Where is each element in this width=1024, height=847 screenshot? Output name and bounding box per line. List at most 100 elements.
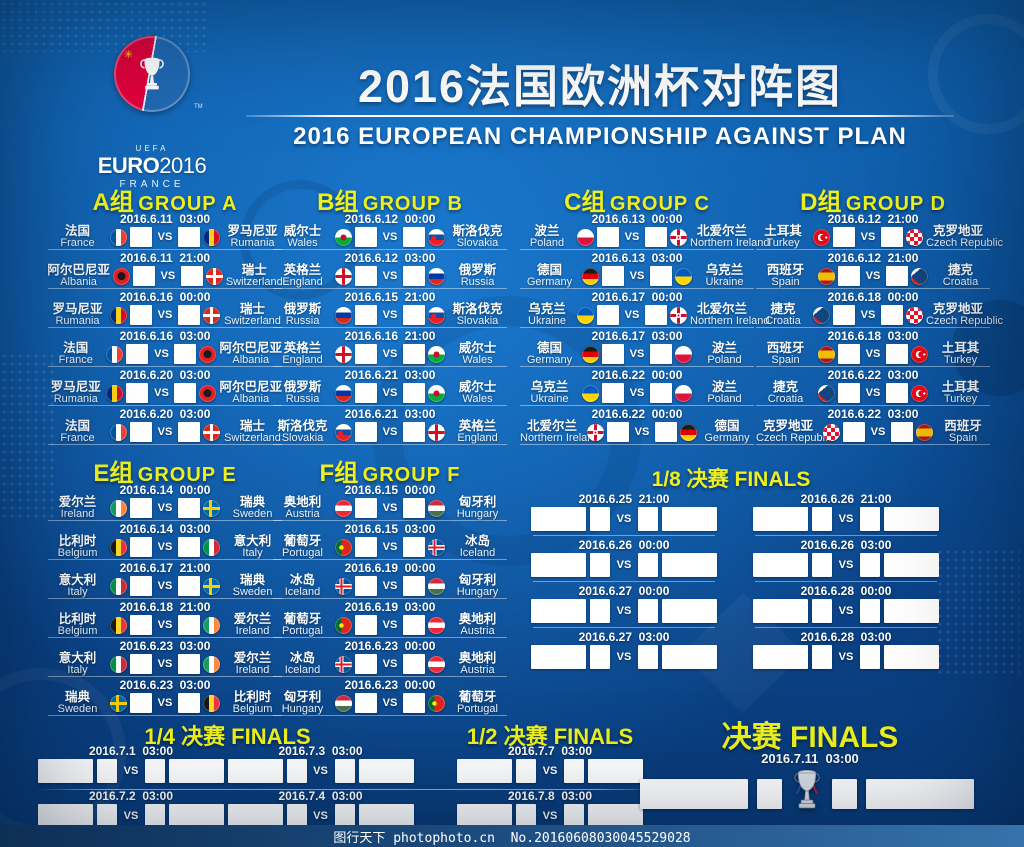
home-score-box[interactable] (355, 576, 377, 596)
away-score-box[interactable] (645, 227, 667, 247)
home-score-box[interactable] (812, 599, 832, 623)
away-team-box[interactable] (884, 553, 939, 577)
away-score-box[interactable] (403, 344, 425, 364)
home-score-box[interactable] (812, 507, 832, 531)
home-score-box[interactable] (516, 804, 536, 828)
away-score-box[interactable] (403, 537, 425, 557)
home-team-box[interactable] (38, 759, 93, 783)
away-team-box[interactable] (358, 804, 414, 828)
away-score-box[interactable] (334, 804, 355, 828)
final-home-team-box[interactable] (640, 778, 748, 809)
away-score-box[interactable] (638, 645, 658, 669)
away-score-box[interactable] (334, 759, 355, 783)
away-score-box[interactable] (860, 599, 880, 623)
away-score-box[interactable] (645, 305, 667, 325)
home-score-box[interactable] (355, 344, 377, 364)
home-score-box[interactable] (838, 266, 860, 286)
home-team-box[interactable] (227, 804, 283, 828)
away-score-box[interactable] (638, 599, 658, 623)
home-score-box[interactable] (833, 305, 855, 325)
away-score-box[interactable] (178, 305, 200, 325)
home-score-box[interactable] (355, 693, 377, 713)
home-team-box[interactable] (753, 645, 808, 669)
home-team-box[interactable] (753, 553, 808, 577)
away-score-box[interactable] (860, 645, 880, 669)
away-score-box[interactable] (403, 383, 425, 403)
home-team-box[interactable] (531, 507, 586, 531)
home-score-box[interactable] (833, 227, 855, 247)
home-score-box[interactable] (590, 645, 610, 669)
away-team-box[interactable] (662, 507, 717, 531)
away-score-box[interactable] (638, 553, 658, 577)
away-score-box[interactable] (564, 804, 584, 828)
home-score-box[interactable] (838, 383, 860, 403)
away-team-box[interactable] (662, 645, 717, 669)
home-score-box[interactable] (355, 383, 377, 403)
away-score-box[interactable] (650, 266, 672, 286)
away-score-box[interactable] (178, 422, 200, 442)
away-team-box[interactable] (169, 759, 224, 783)
away-score-box[interactable] (174, 344, 197, 364)
home-score-box[interactable] (130, 305, 152, 325)
home-team-box[interactable] (457, 759, 512, 783)
home-score-box[interactable] (590, 599, 610, 623)
home-score-box[interactable] (838, 344, 860, 364)
away-score-box[interactable] (403, 615, 425, 635)
home-score-box[interactable] (130, 498, 152, 518)
home-team-box[interactable] (38, 804, 93, 828)
away-team-box[interactable] (358, 759, 414, 783)
home-score-box[interactable] (812, 645, 832, 669)
home-team-box[interactable] (227, 759, 283, 783)
away-score-box[interactable] (886, 266, 908, 286)
home-score-box[interactable] (355, 422, 377, 442)
away-score-box[interactable] (178, 654, 200, 674)
home-score-box[interactable] (355, 266, 377, 286)
away-score-box[interactable] (178, 615, 200, 635)
away-score-box[interactable] (180, 266, 203, 286)
home-score-box[interactable] (590, 553, 610, 577)
home-team-box[interactable] (753, 507, 808, 531)
home-score-box[interactable] (602, 266, 624, 286)
home-score-box[interactable] (132, 266, 155, 286)
home-team-box[interactable] (753, 599, 808, 623)
home-score-box[interactable] (355, 498, 377, 518)
home-score-box[interactable] (355, 615, 377, 635)
final-away-score-box[interactable] (832, 778, 857, 809)
home-score-box[interactable] (607, 422, 629, 442)
away-team-box[interactable] (662, 553, 717, 577)
home-score-box[interactable] (597, 305, 619, 325)
home-score-box[interactable] (97, 804, 117, 828)
away-team-box[interactable] (588, 759, 643, 783)
away-team-box[interactable] (884, 507, 939, 531)
away-score-box[interactable] (881, 305, 903, 325)
away-score-box[interactable] (178, 498, 200, 518)
home-score-box[interactable] (286, 759, 307, 783)
home-team-box[interactable] (531, 645, 586, 669)
away-score-box[interactable] (178, 227, 200, 247)
away-score-box[interactable] (403, 266, 425, 286)
home-score-box[interactable] (97, 759, 117, 783)
away-score-box[interactable] (655, 422, 677, 442)
home-score-box[interactable] (355, 305, 377, 325)
home-score-box[interactable] (355, 227, 377, 247)
home-team-box[interactable] (531, 599, 586, 623)
away-score-box[interactable] (174, 383, 197, 403)
home-score-box[interactable] (126, 383, 149, 403)
away-score-box[interactable] (886, 344, 908, 364)
away-score-box[interactable] (403, 422, 425, 442)
home-score-box[interactable] (130, 227, 152, 247)
home-score-box[interactable] (843, 422, 865, 442)
away-score-box[interactable] (564, 759, 584, 783)
home-score-box[interactable] (286, 804, 307, 828)
away-score-box[interactable] (145, 759, 165, 783)
away-team-box[interactable] (884, 599, 939, 623)
away-score-box[interactable] (886, 383, 908, 403)
home-team-box[interactable] (531, 553, 586, 577)
home-score-box[interactable] (130, 576, 152, 596)
away-score-box[interactable] (650, 383, 672, 403)
away-score-box[interactable] (178, 537, 200, 557)
away-score-box[interactable] (860, 553, 880, 577)
away-score-box[interactable] (403, 693, 425, 713)
home-score-box[interactable] (130, 693, 152, 713)
away-team-box[interactable] (884, 645, 939, 669)
